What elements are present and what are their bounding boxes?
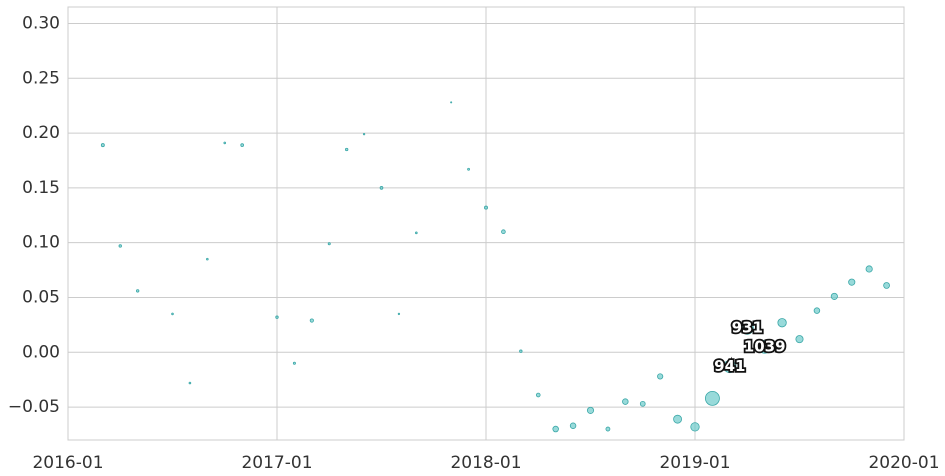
x-tick-label: 2016-01 <box>32 453 103 473</box>
bubble <box>883 282 890 289</box>
bubble <box>100 143 105 148</box>
bubble <box>362 132 366 136</box>
y-tick-label: 0.00 <box>22 342 60 362</box>
y-tick-label: 0.30 <box>22 13 60 33</box>
bubble <box>813 307 821 314</box>
y-tick-label: 0.20 <box>22 123 60 143</box>
bubble <box>136 289 140 293</box>
bubble <box>415 231 418 235</box>
bubble-label: 941 <box>714 357 745 375</box>
bubble <box>690 422 700 432</box>
bubble <box>795 335 804 344</box>
bubble <box>240 143 244 147</box>
y-tick-label: −0.05 <box>8 397 60 417</box>
y-tick-label: 0.10 <box>22 233 60 253</box>
bubble <box>519 349 523 353</box>
y-tick-label: 0.15 <box>22 178 60 198</box>
bubble <box>848 278 856 286</box>
bubble-label: 931 <box>732 319 763 337</box>
bubble <box>757 339 772 354</box>
bubble <box>484 205 488 210</box>
bubble <box>586 406 595 414</box>
bubble <box>501 229 506 235</box>
bubble <box>275 315 279 319</box>
x-tick-label: 2020-01 <box>868 453 939 473</box>
bubble <box>118 244 122 248</box>
bubble <box>830 292 838 300</box>
bubble-label: 1039 <box>744 337 786 355</box>
bubble <box>327 242 331 246</box>
bubble <box>705 390 720 406</box>
x-tick-label: 2018-01 <box>450 453 521 473</box>
bubble <box>777 318 787 328</box>
bubble <box>188 381 192 385</box>
bubble <box>345 147 349 152</box>
bubble <box>673 414 682 424</box>
y-tick-label: 0.25 <box>22 68 60 88</box>
bubble <box>723 360 737 374</box>
bubble <box>622 398 629 405</box>
bubble <box>309 318 314 323</box>
x-tick-label: 2019-01 <box>659 453 730 473</box>
bubble <box>552 425 559 433</box>
y-tick-label: 0.05 <box>22 287 60 307</box>
bubble <box>569 422 577 429</box>
bubble <box>171 312 174 316</box>
bubble <box>223 141 227 145</box>
bubble <box>535 392 541 398</box>
bubble <box>379 186 384 190</box>
bubble <box>292 361 296 365</box>
bubble <box>397 312 401 316</box>
bubble <box>740 321 754 335</box>
bubble <box>467 167 470 171</box>
x-tick-label: 2017-01 <box>241 453 312 473</box>
bubble <box>639 400 646 407</box>
bubble <box>450 101 453 104</box>
bubble <box>865 265 873 273</box>
bubble <box>206 257 209 261</box>
bubble <box>605 426 611 432</box>
bubble <box>657 373 664 380</box>
